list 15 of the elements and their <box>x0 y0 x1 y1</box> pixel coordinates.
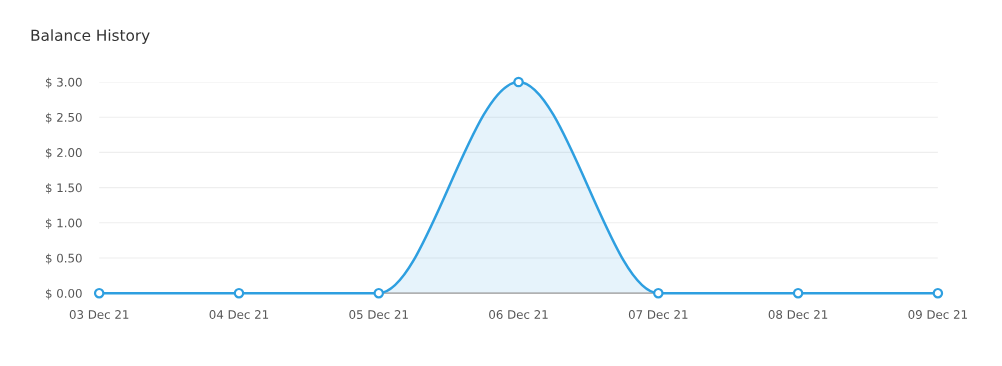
x-tick-label: 04 Dec 21 <box>209 310 269 319</box>
x-tick-label: 09 Dec 21 <box>908 310 967 319</box>
y-tick-label: $ 1.00 <box>45 218 82 229</box>
y-tick-label: $ 3.00 <box>45 77 82 89</box>
y-tick-label: $ 0.50 <box>45 253 82 265</box>
x-tick-label: 08 Dec 21 <box>768 310 828 319</box>
x-tick-label: 07 Dec 21 <box>628 310 688 319</box>
y-tick-label: $ 0.00 <box>45 288 82 300</box>
x-tick-label: 05 Dec 21 <box>349 310 408 319</box>
chart-title: Balance History <box>31 29 150 44</box>
x-tick-label: 03 Dec 21 <box>69 310 129 319</box>
y-tick-label: $ 2.50 <box>45 112 82 124</box>
y-tick-label: $ 2.00 <box>45 147 82 159</box>
y-tick-label: $ 1.50 <box>45 183 82 194</box>
x-tick-label: 06 Dec 21 <box>489 310 548 319</box>
